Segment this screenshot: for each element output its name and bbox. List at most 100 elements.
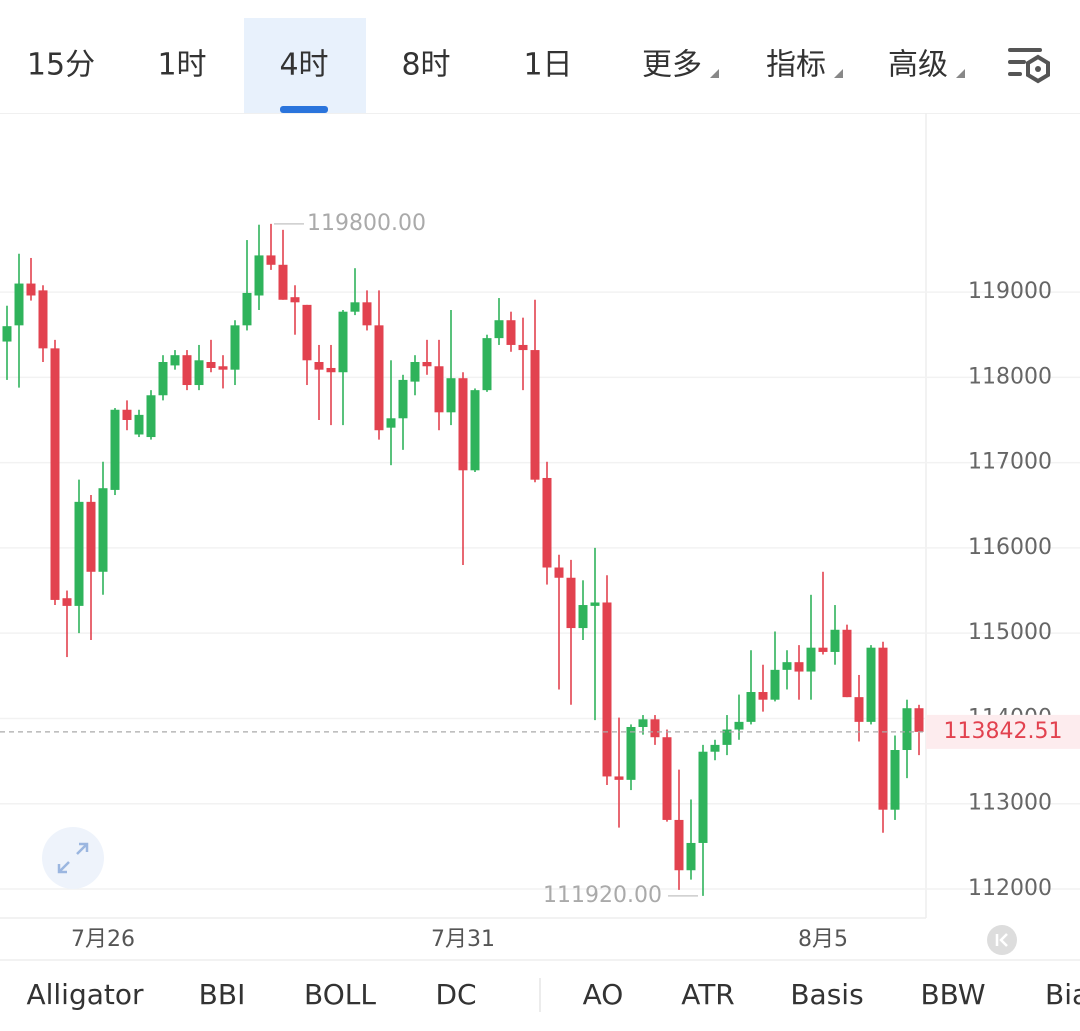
scroll-icon bbox=[995, 933, 1008, 947]
candle-body bbox=[146, 395, 156, 438]
y-tick-label: 116000 bbox=[968, 535, 1052, 560]
candle-body bbox=[614, 776, 624, 780]
timeframe-tab[interactable]: 15分 bbox=[27, 48, 95, 83]
scroll-latest-button[interactable] bbox=[987, 925, 1017, 955]
indicator-tab[interactable]: Basis bbox=[790, 978, 863, 1011]
candle-body bbox=[278, 264, 288, 300]
candle-body bbox=[458, 378, 468, 471]
candle-body bbox=[578, 605, 588, 629]
candle-body bbox=[98, 488, 108, 572]
icon-hex bbox=[1026, 54, 1050, 84]
icon-bar bbox=[1008, 60, 1026, 64]
icon-dot bbox=[1035, 66, 1041, 72]
candle-body bbox=[242, 292, 252, 326]
x-tick-label: 7月26 bbox=[71, 927, 135, 952]
candle-body bbox=[470, 390, 480, 471]
indicator-tab[interactable]: Bias bbox=[1045, 978, 1080, 1011]
candle-body bbox=[410, 362, 420, 382]
y-tick-label: 115000 bbox=[968, 620, 1052, 645]
candle-body bbox=[806, 647, 816, 672]
y-tick-label: 113000 bbox=[968, 791, 1052, 816]
candle-body bbox=[734, 721, 744, 730]
candle-body bbox=[638, 719, 648, 727]
candle-body bbox=[890, 750, 900, 810]
candle-body bbox=[530, 350, 540, 480]
dropdown-caret bbox=[710, 69, 719, 78]
candle-body bbox=[542, 477, 552, 568]
indicator-tab[interactable]: Alligator bbox=[26, 978, 144, 1011]
candle-body bbox=[482, 338, 492, 391]
timeframe-tab[interactable]: 高级 bbox=[888, 48, 948, 83]
x-tick-label: 7月31 bbox=[431, 927, 495, 952]
candle-body bbox=[338, 311, 348, 373]
dropdown-caret bbox=[834, 69, 843, 78]
candle-body bbox=[506, 320, 516, 345]
candle-body bbox=[710, 744, 720, 752]
candle-body bbox=[74, 501, 84, 606]
min-label: 111920.00 bbox=[543, 883, 662, 908]
candle-body bbox=[602, 602, 612, 777]
expand-arrows bbox=[57, 842, 89, 874]
candle-body bbox=[50, 348, 60, 600]
last-price-tag-bg bbox=[926, 714, 1080, 749]
candle-body bbox=[26, 283, 36, 296]
candle-body bbox=[554, 567, 564, 578]
candle-body bbox=[350, 302, 360, 312]
candle-body bbox=[14, 283, 24, 326]
indicator-tab[interactable]: BBW bbox=[920, 978, 985, 1011]
timeframe-tab[interactable]: 8时 bbox=[401, 48, 450, 83]
dropdown-caret bbox=[956, 69, 965, 78]
candle-body bbox=[674, 819, 684, 871]
candle-body bbox=[422, 362, 432, 367]
candle-body bbox=[566, 577, 576, 629]
timeframe-tab[interactable]: 更多 bbox=[642, 48, 702, 83]
candle-body bbox=[650, 719, 660, 738]
candle-body bbox=[362, 302, 372, 326]
candle-body bbox=[290, 297, 300, 303]
candle-body bbox=[770, 669, 780, 700]
tab-selected-bg bbox=[244, 18, 366, 113]
candle-body bbox=[266, 255, 276, 265]
candle-body bbox=[110, 409, 120, 490]
timeframe-tab[interactable]: 4时 bbox=[279, 48, 328, 83]
candle-body bbox=[782, 662, 792, 670]
tab-indicator bbox=[280, 106, 328, 113]
expand-bg bbox=[42, 827, 104, 889]
candle-body bbox=[818, 647, 828, 652]
candle-body bbox=[158, 362, 168, 396]
settings-icon[interactable] bbox=[1008, 48, 1050, 84]
candle-body bbox=[2, 326, 12, 342]
candle-body bbox=[38, 290, 48, 349]
candle-body bbox=[230, 325, 240, 370]
timeframe-tab[interactable]: 1时 bbox=[157, 48, 206, 83]
candle-body bbox=[446, 378, 456, 413]
expand-button[interactable] bbox=[42, 827, 104, 889]
candle-body bbox=[758, 692, 768, 700]
timeframe-tab[interactable]: 1日 bbox=[523, 48, 572, 83]
candle-body bbox=[326, 367, 336, 373]
candle-body bbox=[854, 697, 864, 722]
y-tick-label: 117000 bbox=[968, 450, 1052, 475]
y-tick-label: 118000 bbox=[968, 364, 1052, 389]
icon-bar bbox=[1008, 48, 1042, 52]
candle-body bbox=[902, 708, 912, 751]
candle-body bbox=[194, 360, 204, 386]
indicator-tab[interactable]: AO bbox=[583, 978, 624, 1011]
candle-body bbox=[878, 647, 888, 810]
candle-body bbox=[722, 729, 732, 745]
candle-body bbox=[698, 751, 708, 843]
indicator-tab[interactable]: ATR bbox=[681, 978, 735, 1011]
candle-body bbox=[746, 692, 756, 722]
candle-body bbox=[434, 366, 444, 413]
candle-body bbox=[218, 366, 228, 370]
candle-body bbox=[122, 409, 132, 420]
candle-body bbox=[842, 629, 852, 698]
y-tick-label: 112000 bbox=[968, 876, 1052, 901]
candle-body bbox=[914, 708, 924, 732]
indicator-tab[interactable]: BOLL bbox=[304, 978, 376, 1011]
timeframe-tab[interactable]: 指标 bbox=[766, 48, 826, 83]
indicator-tab[interactable]: BBI bbox=[199, 978, 246, 1011]
indicator-tab[interactable]: DC bbox=[435, 978, 476, 1011]
